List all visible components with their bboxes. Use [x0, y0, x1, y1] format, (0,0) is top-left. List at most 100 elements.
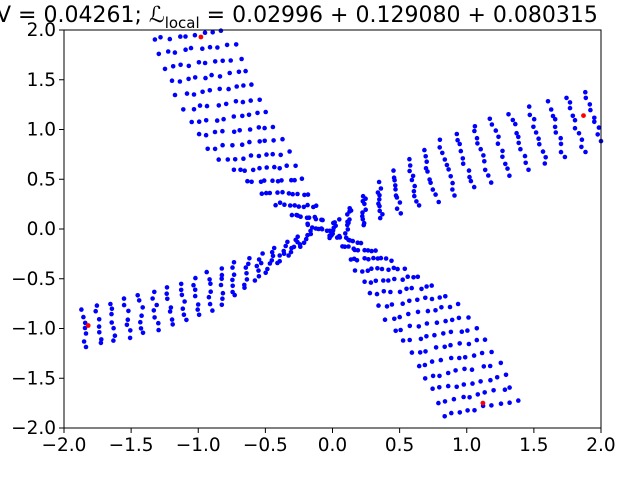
data-point [429, 359, 435, 364]
data-point [262, 125, 267, 131]
data-point [437, 145, 443, 150]
data-point [552, 117, 558, 122]
data-point [205, 146, 210, 152]
data-point [422, 362, 428, 368]
data-point [192, 293, 198, 299]
data-point [453, 368, 458, 373]
data-point [167, 36, 173, 42]
data-point [212, 59, 218, 64]
data-point [196, 131, 202, 137]
data-point [232, 292, 237, 298]
data-point [248, 153, 254, 158]
data-point [305, 192, 311, 197]
data-point [312, 214, 318, 220]
data-point [256, 268, 261, 273]
data-point [507, 400, 512, 406]
data-point [260, 251, 265, 256]
data-point [236, 69, 242, 75]
data-point [270, 178, 275, 183]
data-point [567, 105, 573, 111]
data-point [156, 327, 161, 333]
data-point [220, 128, 225, 134]
data-point [491, 388, 496, 393]
data-point [275, 190, 280, 195]
data-point [295, 239, 300, 245]
data-point [482, 390, 488, 395]
data-point [296, 204, 302, 209]
data-point [264, 165, 270, 170]
data-point [430, 386, 435, 392]
y-tick-label: 0.0 [27, 219, 56, 240]
data-point [287, 149, 292, 154]
data-point [433, 345, 439, 350]
data-point [219, 272, 225, 278]
data-point [152, 289, 157, 295]
data-point [97, 330, 102, 335]
data-point [186, 63, 192, 69]
data-point [239, 56, 244, 62]
data-point [558, 141, 564, 147]
data-point [214, 118, 220, 123]
y-tick-label: 2.0 [27, 20, 56, 41]
data-point [207, 277, 212, 282]
data-point [471, 184, 477, 190]
data-point [362, 279, 367, 285]
data-point [460, 161, 466, 166]
data-point [449, 410, 454, 416]
data-point [392, 276, 397, 282]
data-point [246, 112, 252, 118]
data-point [286, 191, 292, 196]
data-point [579, 144, 584, 150]
data-point [196, 119, 202, 124]
y-tick-label: −0.5 [11, 269, 56, 290]
data-point [429, 296, 435, 302]
data-point [478, 146, 484, 152]
data-point [496, 134, 501, 140]
data-point [376, 179, 382, 185]
data-point [226, 86, 231, 92]
data-point [273, 202, 278, 208]
data-point [282, 202, 287, 207]
data-point [272, 164, 277, 170]
data-point [489, 122, 495, 127]
data-point [440, 150, 445, 156]
data-point [109, 311, 114, 317]
data-point [407, 337, 413, 343]
data-point [152, 37, 158, 42]
data-point [350, 238, 356, 244]
data-point [178, 287, 184, 293]
data-point [587, 102, 593, 107]
data-point [405, 274, 411, 280]
data-point [442, 414, 448, 419]
data-point [472, 124, 478, 129]
data-point [384, 304, 390, 309]
data-point [423, 154, 429, 159]
data-point [458, 148, 464, 154]
data-point [238, 167, 243, 173]
data-point [503, 161, 508, 167]
data-point [206, 294, 212, 300]
data-point [275, 179, 281, 184]
data-point [254, 263, 260, 269]
data-point [391, 265, 397, 271]
data-point [223, 101, 229, 107]
data-point [241, 83, 246, 88]
data-point [234, 84, 239, 89]
x-tick-label: 0.5 [385, 435, 414, 456]
data-point [564, 95, 569, 101]
data-point [248, 98, 253, 103]
data-point [457, 410, 463, 415]
data-point [286, 253, 291, 258]
data-point [475, 141, 480, 146]
data-point [281, 251, 287, 256]
data-point [247, 255, 252, 261]
data-point [162, 66, 168, 72]
data-point [596, 125, 602, 130]
data-point [444, 162, 450, 168]
data-point [567, 100, 573, 105]
data-point [285, 239, 290, 245]
data-point [388, 289, 393, 295]
highlight-point [198, 34, 204, 40]
data-point [345, 227, 351, 232]
data-point [506, 112, 511, 117]
